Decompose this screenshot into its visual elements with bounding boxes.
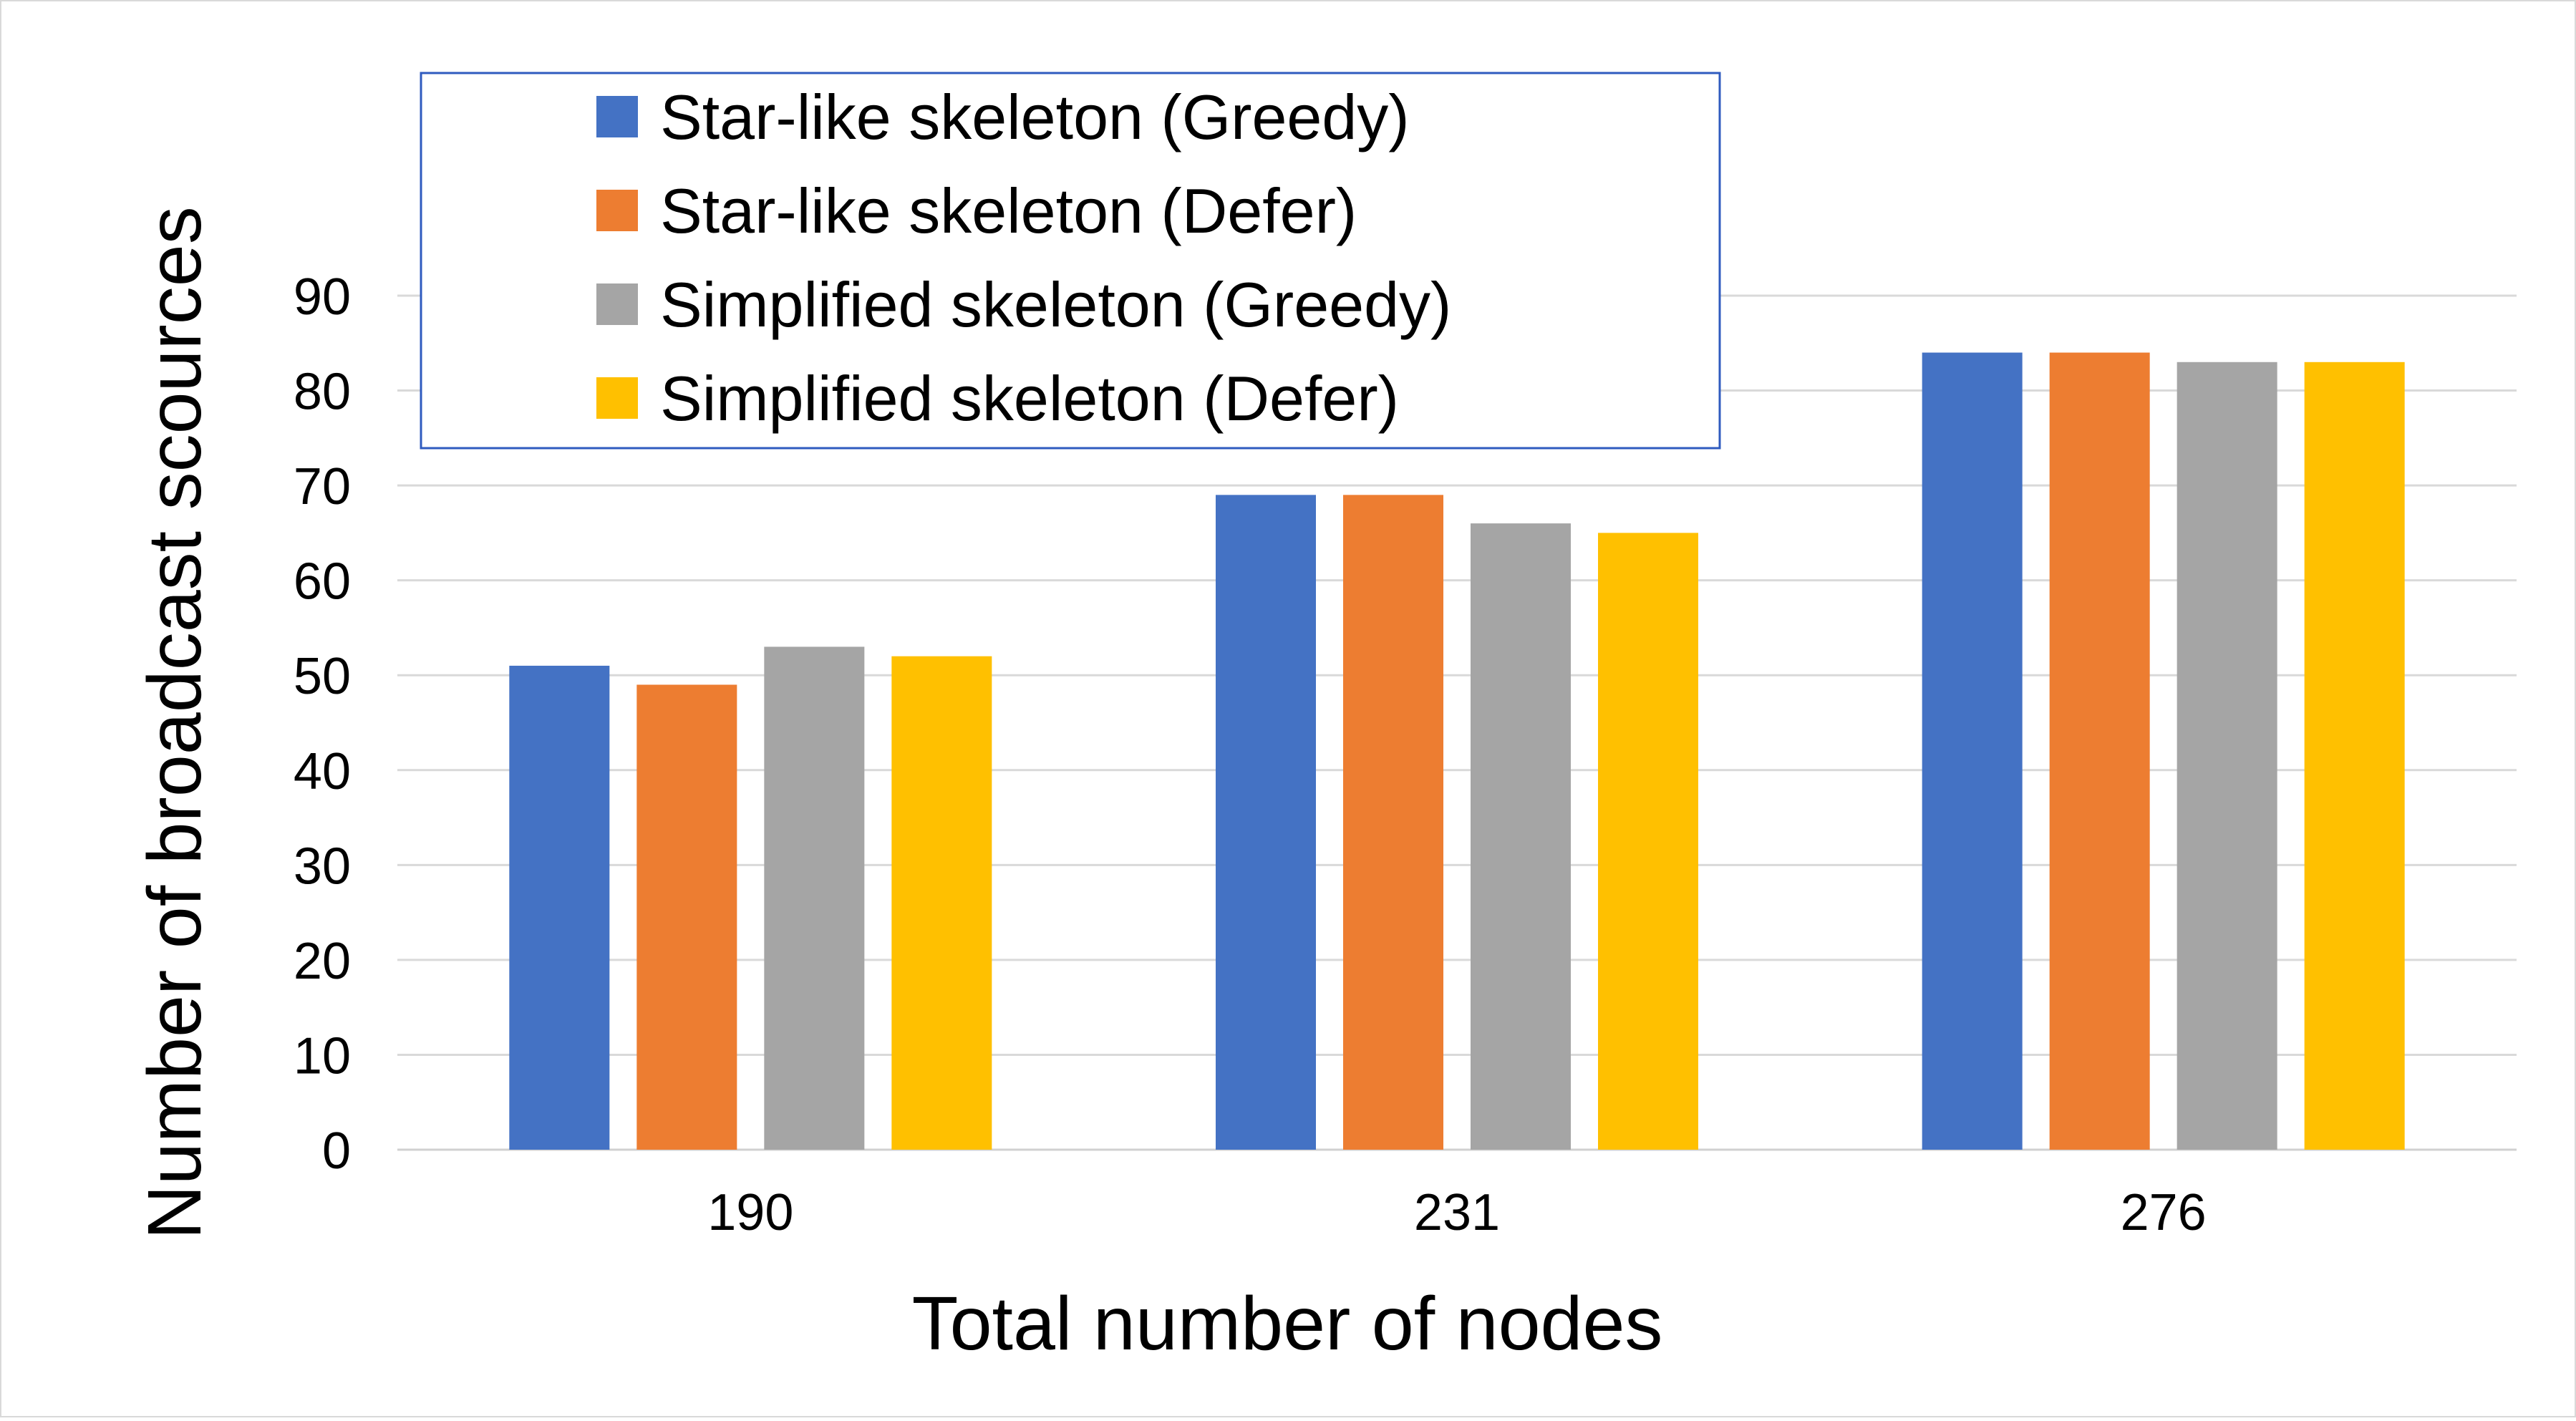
- legend-label: Simplified skeleton (Greedy): [660, 269, 1451, 340]
- x-tick-label: 276: [2121, 1184, 2207, 1241]
- bar: [1922, 352, 2023, 1150]
- x-axis-label: Total number of nodes: [912, 1281, 1663, 1366]
- y-tick-label: 10: [294, 1027, 351, 1085]
- bar: [509, 665, 610, 1150]
- legend-label: Simplified skeleton (Defer): [660, 363, 1399, 434]
- bar: [2049, 352, 2150, 1150]
- legend-item: Simplified skeleton (Defer): [596, 363, 1399, 434]
- legend-label: Star-like skeleton (Greedy): [660, 82, 1410, 152]
- bar: [2304, 362, 2405, 1150]
- legend-swatch: [596, 96, 638, 137]
- bar: [2176, 362, 2277, 1150]
- bar: [1216, 495, 1316, 1150]
- x-tick-label: 231: [1414, 1184, 1500, 1241]
- bars: [509, 352, 2405, 1150]
- y-tick-label: 80: [294, 364, 351, 421]
- y-tick-label: 70: [294, 458, 351, 515]
- bar: [764, 646, 865, 1150]
- bar: [1598, 533, 1698, 1150]
- bar: [1471, 523, 1571, 1150]
- legend-item: Simplified skeleton (Greedy): [596, 269, 1451, 340]
- y-tick-label: 40: [294, 743, 351, 800]
- y-tick-label: 90: [294, 268, 351, 326]
- y-tick-label: 0: [322, 1122, 351, 1180]
- x-tick-label: 190: [707, 1184, 793, 1241]
- y-axis-label: Number of broadcast scources: [132, 206, 217, 1239]
- y-axis-ticks: 0 10 20 30 40 50 60 70 80 90: [294, 268, 351, 1180]
- legend-swatch: [596, 190, 638, 231]
- legend: Star-like skeleton (Greedy) Star-like ske…: [420, 72, 1721, 450]
- x-axis-ticks: 190 231 276: [707, 1184, 2206, 1241]
- y-tick-label: 50: [294, 648, 351, 705]
- bar: [636, 684, 737, 1150]
- y-tick-label: 20: [294, 933, 351, 990]
- legend-item: Star-like skeleton (Greedy): [596, 82, 1410, 152]
- legend-swatch: [596, 377, 638, 419]
- y-tick-label: 30: [294, 838, 351, 895]
- bar: [891, 656, 992, 1150]
- legend-item: Star-like skeleton (Defer): [596, 175, 1357, 246]
- y-tick-label: 60: [294, 553, 351, 611]
- legend-swatch: [596, 283, 638, 325]
- bar: [1343, 495, 1443, 1150]
- legend-label: Star-like skeleton (Defer): [660, 175, 1357, 246]
